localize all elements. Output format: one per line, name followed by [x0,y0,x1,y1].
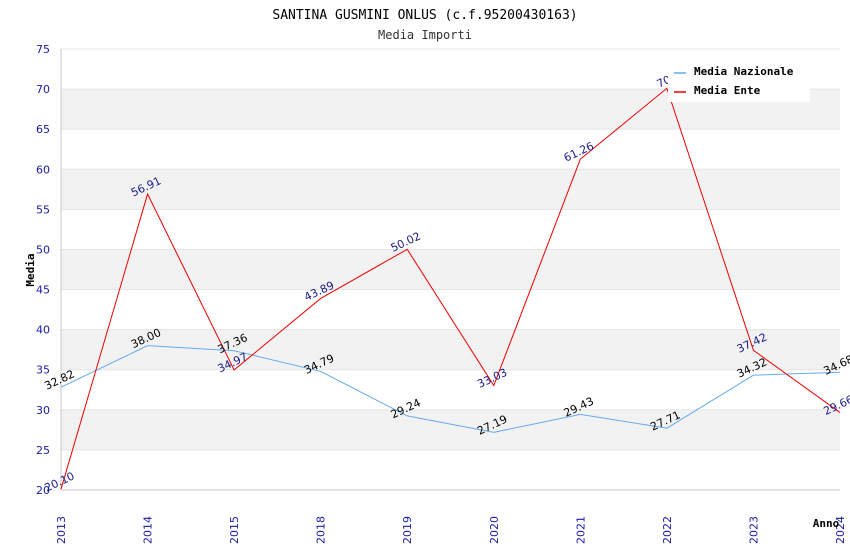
x-tick-label: 2014 [142,516,155,544]
x-tick-label: 2019 [401,516,414,544]
grid-band [61,329,840,370]
legend-box [668,60,810,102]
legend: Media Nazionale Media Ente [668,60,810,102]
x-tick-labels: 2013 2014 2015 2018 2019 2020 2021 2022 2023 2024 [55,516,847,544]
x-tick-label: 2018 [315,516,328,544]
x-tick-label: 2023 [747,516,760,544]
series-line-nazionale [60,345,841,433]
x-tick-label: 2021 [574,516,587,544]
grid-band [61,169,840,210]
y-tick-label: 25 [36,444,50,457]
y-tick-label: 60 [36,163,50,176]
y-tick-label: 65 [36,123,50,136]
y-tick-label: 20 [36,484,50,497]
x-axis-label: Anno [813,517,840,530]
x-tick-label: 2022 [661,516,674,544]
x-tick-label: 2015 [228,516,241,544]
y-axis-label: Media [24,253,37,286]
y-tick-labels: 20 25 30 35 40 45 50 55 60 65 70 75 [36,43,50,497]
y-tick-label: 30 [36,404,50,417]
data-label-ente: 61.26 [562,139,596,164]
x-tick-label: 2024 [834,516,847,544]
axes [60,49,840,491]
series-line-ente [60,87,841,490]
y-tick-label: 75 [36,43,50,56]
chart-title: SANTINA GUSMINI ONLUS (c.f.95200430163) [272,8,577,23]
series-lines [60,87,841,490]
y-tick-label: 50 [36,243,50,256]
x-tick-label: 2013 [55,516,68,544]
grid-bands [61,48,840,491]
x-tick-label: 2020 [488,516,501,544]
grid-band [61,409,840,450]
y-tick-label: 45 [36,284,50,297]
data-label-ente: 20.10 [42,469,76,494]
y-tick-label: 35 [36,364,50,377]
y-tick-label: 70 [36,83,50,96]
y-tick-label: 40 [36,324,50,337]
y-tick-label: 55 [36,203,50,216]
legend-label-nazionale: Media Nazionale [694,65,794,78]
chart-subtitle: Media Importi [378,28,472,42]
legend-label-ente: Media Ente [694,84,761,97]
